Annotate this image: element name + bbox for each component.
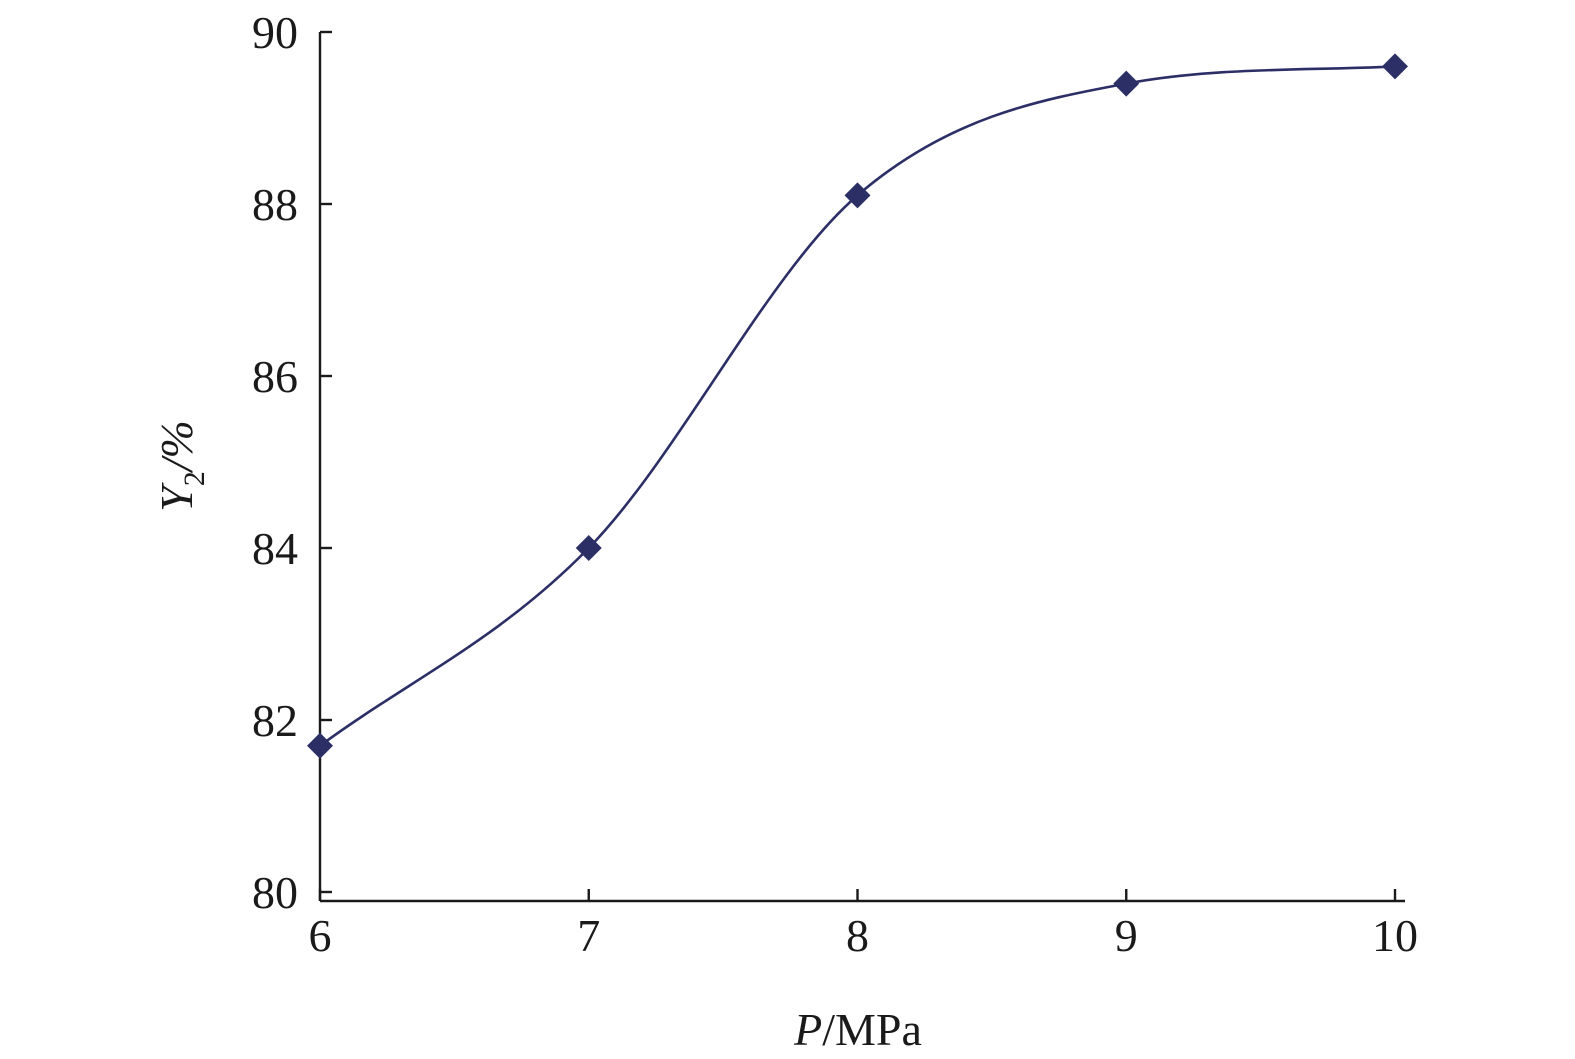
data-point-marker: [307, 732, 333, 759]
data-point-marker: [1382, 53, 1408, 80]
x-tick-label: 10: [1372, 910, 1418, 961]
y-axis-unit: /%: [151, 420, 202, 474]
series-line: [319, 65, 1396, 747]
y-tick-label: 84: [252, 523, 298, 574]
y-tick-label: 80: [252, 867, 298, 918]
data-point-marker: [1113, 70, 1140, 97]
y-tick-label: 82: [252, 695, 298, 746]
x-axis-unit: /MPa: [822, 1004, 922, 1055]
y-tick-label: 88: [252, 179, 298, 230]
y-axis-variable: Y: [151, 482, 202, 512]
x-tick-label: 8: [846, 910, 869, 961]
x-tick-label: 7: [577, 910, 600, 961]
data-point-marker: [844, 182, 871, 209]
x-tick-label: 6: [309, 910, 332, 961]
plot-area: 80 82 84 86 88 90 6 7 8 9 10: [252, 7, 1418, 961]
y-tick-label: 90: [252, 7, 298, 58]
x-axis-variable: P: [793, 1004, 822, 1055]
x-tick-label: 9: [1115, 910, 1138, 961]
x-axis-title: P/MPa: [793, 1004, 922, 1055]
y-axis-title-group: Y2/%: [151, 420, 211, 512]
y-tick-label: 86: [252, 351, 298, 402]
series-markers: [307, 53, 1408, 759]
y-axis-ticks: 80 82 84 86 88 90: [252, 7, 332, 918]
y-axis-subscript: 2: [178, 471, 211, 486]
x-axis-ticks: 6 7 8 9 10: [309, 889, 1418, 961]
y-axis-title: Y2/%: [151, 420, 211, 512]
data-point-marker: [575, 535, 602, 561]
